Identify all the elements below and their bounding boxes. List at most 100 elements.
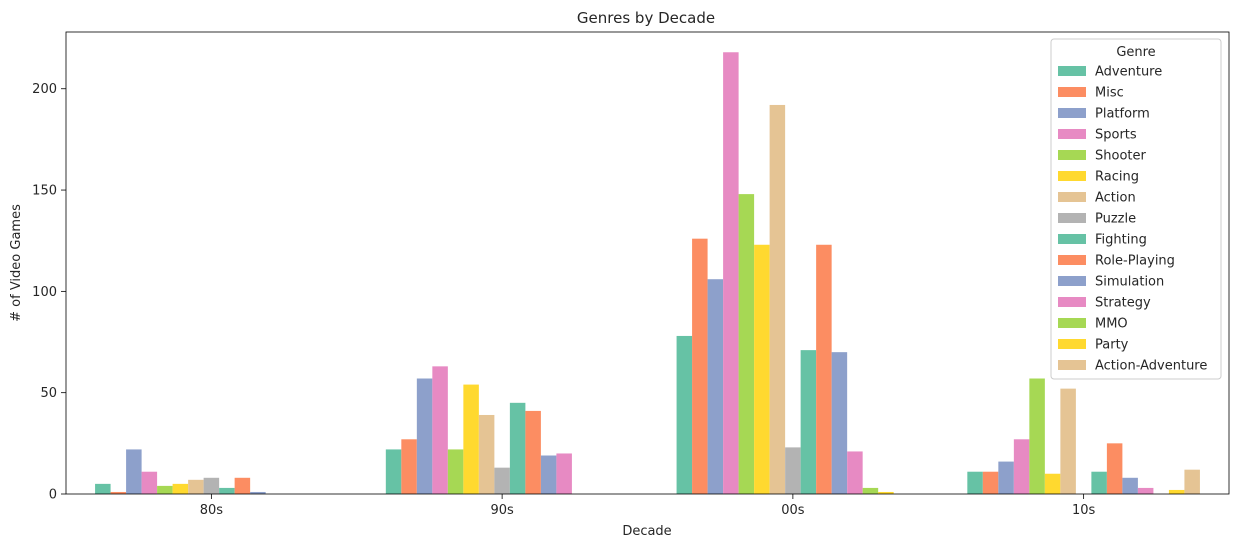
legend-label: Racing — [1095, 170, 1139, 185]
bar-simulation-10s — [1122, 477, 1138, 494]
x-tick-label: 90s — [490, 503, 514, 518]
bar-fighting-10s — [1091, 471, 1107, 494]
bar-platform-10s — [998, 461, 1014, 494]
bar-sports-80s — [141, 471, 158, 494]
legend-label: Role-Playing — [1095, 254, 1175, 269]
bar-party-00s — [878, 491, 894, 494]
bar-action-00s — [769, 104, 786, 494]
bar-shooter-10s — [1029, 378, 1045, 494]
bar-adventure-10s — [967, 471, 983, 494]
legend-label: Fighting — [1095, 233, 1147, 248]
bar-shooter-90s — [447, 449, 464, 494]
bar-strategy-00s — [847, 451, 863, 494]
legend-box — [1050, 38, 1222, 380]
legend-swatch — [1058, 255, 1086, 265]
y-axis-label: # of Video Games — [9, 204, 24, 322]
legend-label: Simulation — [1095, 275, 1164, 290]
legend-swatch — [1058, 129, 1086, 139]
bar-adventure-80s — [95, 483, 111, 494]
y-tick-label: 150 — [32, 184, 57, 199]
bar-platform-80s — [126, 449, 142, 494]
bar-platform-90s — [416, 378, 433, 494]
legend: Genre Adventure Misc Platform Sports Shooter… — [1050, 38, 1222, 380]
bar-action-90s — [478, 414, 495, 494]
chart-title: Genres by Decade — [577, 9, 715, 27]
legend-swatch — [1058, 234, 1086, 244]
legend-items: Adventure Misc Platform Sports Shooter Racing… — [1058, 65, 1207, 374]
bar-fighting-80s — [219, 487, 235, 494]
legend-swatch — [1058, 213, 1086, 223]
bar-simulation-80s — [250, 491, 266, 494]
legend-swatch — [1058, 192, 1086, 202]
legend-swatch — [1058, 360, 1086, 370]
legend-swatch — [1058, 171, 1086, 181]
legend-label: Puzzle — [1095, 212, 1136, 227]
bar-action-80s — [188, 479, 204, 494]
bar-adventure-90s — [385, 449, 402, 494]
x-axis-label: Decade — [622, 524, 671, 539]
bar-sports-00s — [723, 52, 739, 494]
legend-label: Action — [1095, 191, 1136, 206]
bar-role-playing-80s — [234, 477, 251, 494]
bar-misc-00s — [692, 238, 708, 494]
bar-platform-00s — [707, 279, 724, 494]
y-tick-label: 100 — [32, 285, 57, 300]
plot-frame — [65, 31, 1230, 495]
legend-label: Action-Adventure — [1095, 359, 1207, 374]
y-axis-ticks: 0 50 100 150 200 — [32, 82, 66, 503]
bar-puzzle-80s — [203, 477, 220, 494]
legend-swatch — [1058, 339, 1086, 349]
legend-label: Adventure — [1095, 65, 1162, 80]
bar-action-adventure-10s — [1184, 469, 1200, 494]
bar-role-playing-90s — [525, 410, 541, 494]
y-tick-label: 50 — [40, 386, 57, 401]
bar-simulation-00s — [831, 352, 848, 494]
legend-label: Party — [1095, 338, 1129, 353]
legend-swatch — [1058, 297, 1086, 307]
x-axis-ticks: 80s 90s 00s 10s — [200, 494, 1096, 518]
bars-group — [95, 52, 1200, 495]
bar-fighting-90s — [509, 402, 526, 494]
bar-party-10s — [1168, 489, 1185, 494]
legend-swatch — [1058, 150, 1086, 160]
legend-swatch — [1058, 318, 1086, 328]
bar-puzzle-00s — [785, 447, 801, 494]
y-tick-label: 0 — [49, 488, 57, 503]
bar-racing-90s — [463, 384, 479, 494]
legend-swatch — [1058, 87, 1086, 97]
bar-strategy-10s — [1137, 487, 1154, 494]
x-tick-label: 80s — [200, 503, 224, 518]
legend-swatch — [1058, 276, 1086, 286]
bar-fighting-00s — [800, 350, 817, 494]
legend-label: Platform — [1095, 107, 1150, 122]
legend-label: Misc — [1095, 86, 1124, 101]
bar-adventure-00s — [676, 335, 693, 494]
bar-role-playing-10s — [1106, 443, 1123, 494]
bar-sports-90s — [432, 366, 448, 494]
bar-sports-10s — [1013, 439, 1030, 494]
bar-racing-00s — [754, 244, 770, 494]
legend-label: Sports — [1095, 128, 1137, 143]
bar-misc-80s — [110, 491, 127, 494]
bar-mmo-00s — [862, 487, 879, 494]
legend-title: Genre — [1116, 45, 1155, 60]
bar-strategy-90s — [556, 453, 572, 494]
y-tick-label: 200 — [32, 82, 57, 97]
bar-puzzle-90s — [494, 467, 510, 494]
bar-simulation-90s — [540, 455, 557, 494]
bar-racing-80s — [172, 483, 189, 494]
bar-misc-90s — [401, 439, 417, 494]
bar-shooter-80s — [157, 485, 173, 494]
bar-action-10s — [1060, 388, 1076, 494]
bar-shooter-00s — [738, 194, 755, 495]
legend-swatch — [1058, 108, 1086, 118]
legend-label: Strategy — [1095, 296, 1151, 311]
legend-swatch — [1058, 66, 1086, 76]
x-tick-label: 00s — [781, 503, 805, 518]
bar-role-playing-00s — [816, 244, 832, 494]
legend-label: Shooter — [1095, 149, 1146, 164]
x-tick-label: 10s — [1072, 503, 1096, 518]
legend-label: MMO — [1095, 317, 1128, 332]
bar-racing-10s — [1044, 473, 1061, 494]
